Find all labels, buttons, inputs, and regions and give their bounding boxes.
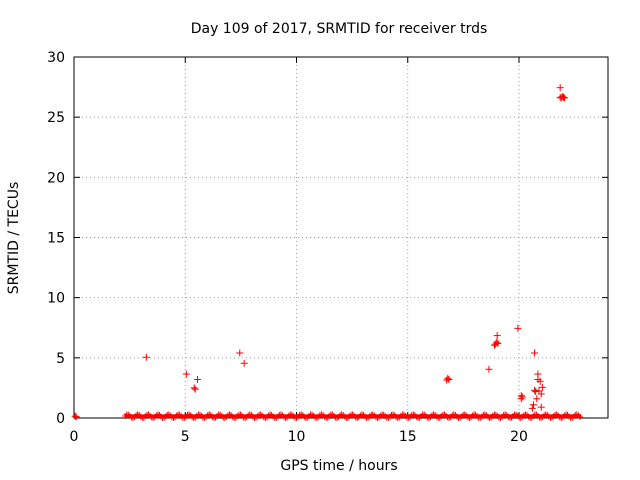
data-point — [191, 385, 199, 393]
data-point — [518, 393, 526, 401]
y-tick-label: 25 — [47, 110, 65, 126]
y-tick-label: 15 — [47, 231, 65, 247]
data-point — [485, 365, 493, 373]
data-point — [534, 370, 542, 378]
data-point — [193, 375, 201, 383]
data-point — [493, 338, 501, 346]
baseline-band-fill — [125, 414, 582, 418]
y-tick-label: 5 — [56, 351, 65, 367]
data-point — [72, 413, 80, 421]
x-axis-title: GPS time / hours — [280, 458, 397, 474]
data-point — [142, 353, 150, 361]
data-point — [517, 395, 525, 403]
data-point — [240, 359, 248, 367]
data-point — [528, 404, 536, 412]
x-tick-label: 10 — [288, 429, 306, 445]
data-point — [532, 388, 540, 396]
baseline-band — [122, 411, 583, 421]
data-point — [493, 332, 501, 340]
tick-labels: 0 5 10 15 20 0 5 10 15 20 25 30 — [47, 50, 528, 445]
data-point — [71, 412, 79, 420]
y-axis-title: SRMTID / TECUs — [6, 182, 22, 295]
y-tick-label: 0 — [56, 411, 65, 427]
data-point — [537, 403, 545, 411]
data-point — [560, 93, 567, 101]
y-tick-label: 20 — [47, 170, 65, 186]
data-point — [190, 384, 198, 392]
y-tick-label: 30 — [47, 50, 65, 66]
data-point — [182, 370, 190, 378]
x-tick-label: 20 — [510, 429, 528, 445]
x-tick-label: 0 — [70, 429, 79, 445]
data-point — [445, 375, 453, 383]
baseline-marker — [576, 414, 583, 421]
data-point — [533, 395, 541, 403]
x-tick-label: 15 — [399, 429, 417, 445]
data-point — [538, 383, 546, 391]
data-point — [494, 339, 502, 347]
data-point — [529, 401, 537, 409]
data-point — [531, 349, 539, 357]
data-point — [537, 390, 545, 398]
data-points — [71, 84, 569, 421]
chart-title: Day 109 of 2017, SRMTID for receiver trd… — [191, 21, 488, 37]
data-point — [444, 374, 452, 382]
x-tick-label: 5 — [181, 429, 190, 445]
data-point — [536, 377, 544, 385]
grid-lines — [74, 57, 608, 418]
data-point — [561, 94, 569, 102]
data-point — [531, 386, 539, 394]
data-point — [236, 349, 244, 357]
data-point — [556, 84, 564, 92]
y-tick-label: 10 — [47, 291, 65, 307]
data-point — [514, 324, 522, 332]
